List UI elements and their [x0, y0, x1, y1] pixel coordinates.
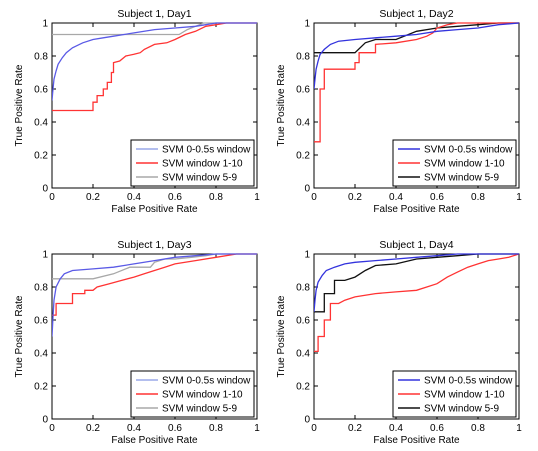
y-axis-label: True Positive Rate — [14, 295, 25, 377]
x-tick-label: 0 — [49, 192, 55, 203]
series-line — [314, 253, 519, 353]
y-tick-label: 0.6 — [296, 316, 310, 327]
series-line — [52, 253, 257, 316]
x-tick-label: 0.8 — [471, 192, 485, 203]
series-lines — [52, 22, 257, 112]
y-tick-label: 0 — [42, 184, 48, 195]
subplot-3: 0 0.2 0.4 0.6 0.8 1 0 0.2 0.4 0.6 0.8 1 Subject 1, D… — [14, 239, 260, 446]
series-line — [314, 22, 519, 143]
subplot-4: 0 0.2 0.4 0.6 0.8 1 0 0.2 0.4 0.6 0.8 1 Subject 1, D… — [276, 239, 522, 446]
y-tick-label: 0.2 — [296, 151, 310, 162]
x-tick-label: 0.6 — [430, 423, 444, 434]
series-line — [314, 22, 519, 54]
series-line — [314, 253, 519, 312]
legend: SVM 0-0.5s window SVM window 1-10 SVM wind… — [130, 139, 255, 187]
y-axis-label: True Positive Rate — [14, 64, 25, 146]
x-tick-label: 0.4 — [127, 192, 141, 203]
y-tick-label: 1 — [304, 250, 310, 261]
legend-label: SVM 0-0.5s window — [162, 376, 251, 387]
series-line — [52, 22, 257, 112]
y-tick-label: 0.2 — [34, 382, 48, 393]
series-line — [52, 253, 257, 337]
chart-title: Subject 1, Day2 — [379, 8, 453, 20]
y-tick-label: 0.6 — [34, 316, 48, 327]
legend-label: SVM window 1-10 — [162, 159, 243, 170]
legend-label: SVM window 5-9 — [162, 404, 237, 415]
x-tick-label: 0.2 — [348, 192, 362, 203]
x-tick-label: 0.2 — [348, 423, 362, 434]
y-tick-label: 1 — [304, 19, 310, 30]
y-tick-label: 0.6 — [34, 85, 48, 96]
y-tick-label: 0.8 — [34, 52, 48, 63]
y-tick-label: 0.8 — [296, 52, 310, 63]
series-line — [314, 253, 519, 313]
y-tick-label: 0.2 — [296, 382, 310, 393]
y-tick-label: 0 — [42, 415, 48, 426]
chart-title: Subject 1, Day1 — [117, 8, 191, 20]
legend-label: SVM 0-0.5s window — [424, 376, 513, 387]
x-tick-label: 0.4 — [127, 423, 141, 434]
x-tick-label: 0.4 — [389, 423, 403, 434]
x-tick-label: 1 — [254, 423, 260, 434]
x-tick-label: 1 — [516, 192, 522, 203]
series-lines — [314, 253, 519, 353]
y-tick-label: 0.2 — [34, 151, 48, 162]
y-tick-label: 0.4 — [34, 349, 48, 360]
legend: SVM 0-0.5s window SVM window 1-10 SVM wind… — [392, 370, 517, 418]
legend: SVM 0-0.5s window SVM window 1-10 SVM wind… — [130, 370, 255, 418]
x-axis-label: False Positive Rate — [373, 435, 460, 446]
y-tick-label: 0.6 — [296, 85, 310, 96]
legend-label: SVM window 5-9 — [162, 173, 237, 184]
x-tick-label: 0.4 — [389, 192, 403, 203]
x-tick-label: 0.8 — [209, 192, 223, 203]
legend: SVM 0-0.5s window SVM window 1-10 SVM wind… — [392, 139, 517, 187]
chart-title: Subject 1, Day3 — [117, 239, 191, 251]
x-tick-label: 0.2 — [86, 192, 100, 203]
x-tick-label: 0.6 — [430, 192, 444, 203]
y-axis-label: True Positive Rate — [276, 295, 287, 377]
subplot-1: 0 0.2 0.4 0.6 0.8 1 0 0.2 0.4 0.6 0.8 1 Subject 1, D… — [14, 8, 260, 215]
series-lines — [52, 253, 257, 337]
legend-label: SVM window 1-10 — [424, 159, 505, 170]
x-tick-label: 1 — [254, 192, 260, 203]
y-tick-label: 0.4 — [34, 118, 48, 129]
subplot-2: 0 0.2 0.4 0.6 0.8 1 0 0.2 0.4 0.6 0.8 1 Subject 1, D… — [276, 8, 522, 215]
x-tick-label: 0 — [311, 192, 317, 203]
legend-label: SVM window 1-10 — [162, 390, 243, 401]
x-tick-label: 0.8 — [209, 423, 223, 434]
x-axis-label: False Positive Rate — [111, 204, 198, 215]
x-tick-label: 1 — [516, 423, 522, 434]
y-tick-label: 0.8 — [34, 283, 48, 294]
y-tick-label: 0.4 — [296, 118, 310, 129]
x-tick-label: 0.8 — [471, 423, 485, 434]
legend-label: SVM window 1-10 — [424, 390, 505, 401]
x-tick-label: 0.6 — [168, 192, 182, 203]
x-tick-label: 0.2 — [86, 423, 100, 434]
y-tick-label: 0 — [304, 415, 310, 426]
y-axis-label: True Positive Rate — [276, 64, 287, 146]
legend-label: SVM window 5-9 — [424, 404, 499, 415]
legend-label: SVM 0-0.5s window — [424, 145, 513, 156]
chart-title: Subject 1, Day4 — [379, 239, 453, 251]
y-tick-label: 0 — [304, 184, 310, 195]
x-tick-label: 0.6 — [168, 423, 182, 434]
x-axis-label: False Positive Rate — [373, 204, 460, 215]
y-tick-label: 1 — [42, 19, 48, 30]
legend-label: SVM 0-0.5s window — [162, 145, 251, 156]
y-tick-label: 0.4 — [296, 349, 310, 360]
y-tick-label: 1 — [42, 250, 48, 261]
series-line — [52, 22, 257, 101]
series-line — [52, 253, 257, 280]
x-tick-label: 0 — [49, 423, 55, 434]
x-axis-label: False Positive Rate — [111, 435, 198, 446]
series-line — [314, 22, 519, 90]
series-lines — [314, 22, 519, 143]
legend-label: SVM window 5-9 — [424, 173, 499, 184]
x-tick-label: 0 — [311, 423, 317, 434]
y-tick-label: 0.8 — [296, 283, 310, 294]
